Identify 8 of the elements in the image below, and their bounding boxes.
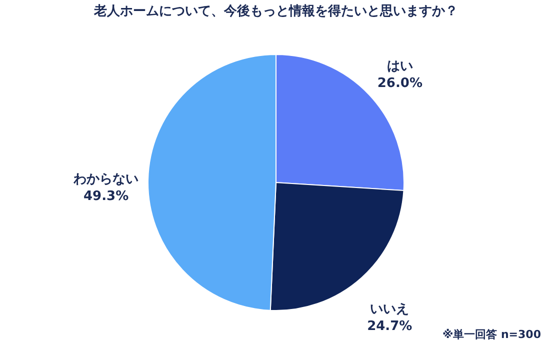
slice-label: いいえ [370,302,410,317]
data-label: 49.3% [83,188,129,204]
chart-title: 老人ホームについて、今後もっと情報を得たいと思いますか？ [93,3,458,19]
data-label: 24.7% [367,318,412,334]
data-label: 26.0% [377,76,422,92]
slice-label: わからない [72,172,139,187]
slice-label: はい [386,59,413,74]
text: ※単一回答 n=300 [442,328,542,341]
